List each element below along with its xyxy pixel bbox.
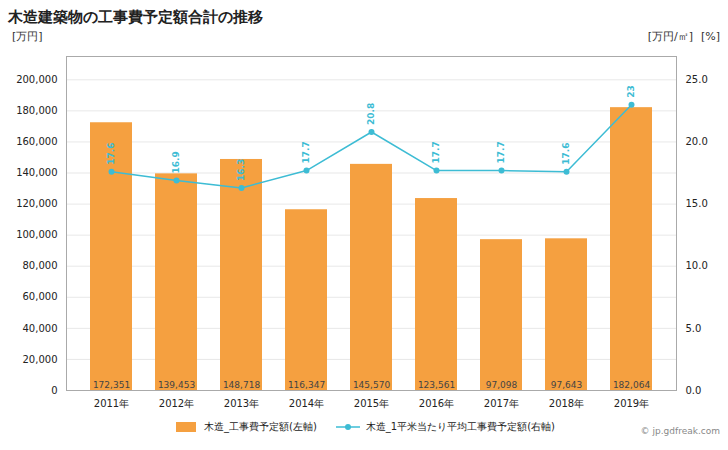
svg-text:20.0: 20.0 — [686, 136, 708, 147]
svg-text:60,000: 60,000 — [23, 291, 58, 302]
html-text:© jp.gdfreak.com: © jp.gdfreak.com — [640, 426, 720, 436]
svg-text:2013年: 2013年 — [224, 398, 259, 409]
svg-text:148,718: 148,718 — [223, 380, 260, 390]
svg-text:20,000: 20,000 — [23, 354, 58, 365]
svg-text:80,000: 80,000 — [23, 260, 58, 271]
svg-text:116,347: 116,347 — [288, 380, 325, 390]
html-text:[万円]: [万円] — [12, 30, 43, 43]
svg-text:97,643: 97,643 — [551, 380, 583, 390]
html-text:木造_工事費予定額(左軸): 木造_工事費予定額(左軸) — [204, 421, 317, 432]
svg-text:17.6: 17.6 — [106, 143, 116, 165]
svg-text:23: 23 — [626, 85, 636, 98]
svg-text:2016年: 2016年 — [419, 398, 454, 409]
svg-text:16.9: 16.9 — [171, 151, 181, 173]
svg-text:17.6: 17.6 — [561, 143, 571, 165]
svg-text:2011年: 2011年 — [94, 398, 129, 409]
svg-text:2019年: 2019年 — [614, 398, 649, 409]
svg-text:160,000: 160,000 — [16, 136, 57, 147]
svg-text:200,000: 200,000 — [16, 74, 57, 85]
svg-text:182,064: 182,064 — [613, 380, 650, 390]
svg-text:2014年: 2014年 — [289, 398, 324, 409]
svg-text:2018年: 2018年 — [549, 398, 584, 409]
svg-text:97,098: 97,098 — [486, 380, 518, 390]
svg-text:140,000: 140,000 — [16, 167, 57, 178]
svg-text:123,561: 123,561 — [418, 380, 455, 390]
svg-text:40,000: 40,000 — [23, 323, 58, 334]
svg-text:25.0: 25.0 — [686, 74, 708, 85]
svg-text:180,000: 180,000 — [16, 105, 57, 116]
svg-text:172,351: 172,351 — [93, 380, 130, 390]
svg-text:145,570: 145,570 — [353, 380, 390, 390]
svg-text:100,000: 100,000 — [16, 229, 57, 240]
svg-text:5.0: 5.0 — [686, 323, 702, 334]
svg-text:17.7: 17.7 — [431, 141, 441, 163]
svg-text:139,453: 139,453 — [158, 380, 195, 390]
svg-text:2017年: 2017年 — [484, 398, 519, 409]
svg-text:16.3: 16.3 — [236, 159, 246, 181]
svg-text:20.8: 20.8 — [366, 103, 376, 125]
svg-text:17.7: 17.7 — [301, 141, 311, 163]
svg-text:2012年: 2012年 — [159, 398, 194, 409]
svg-text:120,000: 120,000 — [16, 198, 57, 209]
html-text:木造_1平米当たり平均工事費予定額(右軸): 木造_1平米当たり平均工事費予定額(右軸) — [365, 421, 555, 432]
svg-text:17.7: 17.7 — [496, 141, 506, 163]
svg-text:2015年: 2015年 — [354, 398, 389, 409]
svg-text:15.0: 15.0 — [686, 198, 708, 209]
html-text:[万円/㎡]: [万円/㎡] — [647, 30, 693, 43]
svg-text:10.0: 10.0 — [686, 260, 708, 271]
svg-text:0.0: 0.0 — [686, 385, 702, 396]
svg-text:0: 0 — [51, 385, 57, 396]
html-text:木造建築物の工事費予定額合計の推移: 木造建築物の工事費予定額合計の推移 — [8, 8, 263, 26]
